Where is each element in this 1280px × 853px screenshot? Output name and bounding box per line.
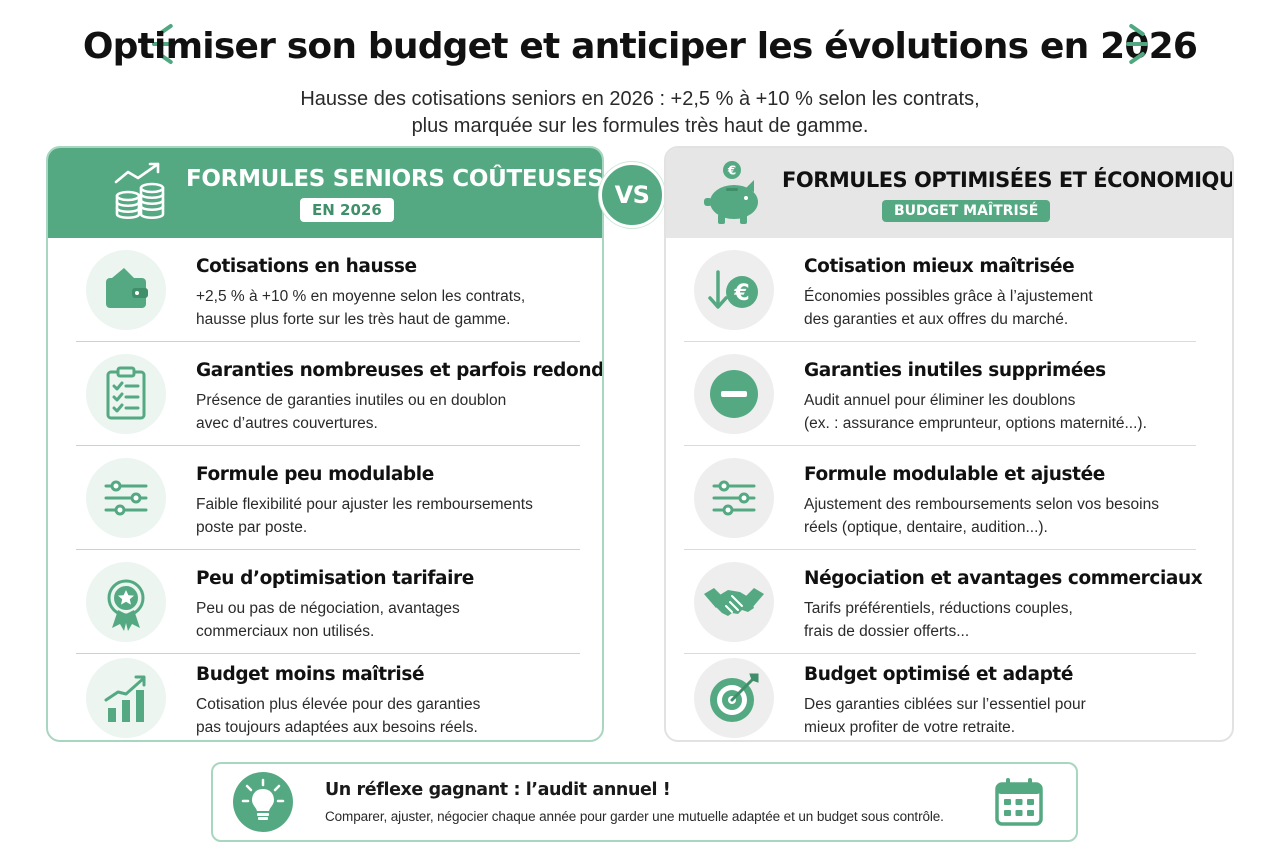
item-description: +2,5 % à +10 % en moyenne selon les cont… — [196, 285, 596, 331]
callout-title: Un réflexe gagnant : l’audit annuel ! — [325, 780, 671, 800]
item-title: Négociation et avantages commerciaux — [804, 568, 1203, 589]
award-ribbon-icon — [86, 562, 166, 642]
costly-panel-header: FORMULES SENIORS COÛTEUSES EN 2026 — [48, 148, 602, 238]
item-title: Cotisation mieux maîtrisée — [804, 256, 1075, 277]
item-description-line: Cotisation plus élevée pour des garantie… — [196, 696, 481, 713]
list-item: Cotisations en hausse +2,5 % à +10 % en … — [76, 238, 580, 342]
item-description: Des garanties ciblées sur l’essentiel po… — [804, 693, 1204, 739]
vs-badge: VS — [599, 162, 665, 228]
item-description: Ajustement des remboursements selon vos … — [804, 493, 1204, 539]
item-title: Garanties inutiles supprimées — [804, 360, 1106, 381]
item-description: Faible flexibilité pour ajuster les remb… — [196, 493, 596, 539]
item-description: Économies possibles grâce à l’ajustement… — [804, 285, 1204, 331]
optimized-panel-header: € FORMULES OPTIMISÉES ET ÉCONOMIQUES BUD… — [666, 148, 1232, 238]
item-description-line: frais de dossier offerts... — [804, 623, 970, 640]
optimized-formulas-panel: € FORMULES OPTIMISÉES ET ÉCONOMIQUES BUD… — [664, 146, 1234, 742]
item-description: Peu ou pas de négociation, avantages com… — [196, 597, 596, 643]
item-title: Budget moins maîtrisé — [196, 664, 425, 685]
list-item: Garanties inutiles supprimées Audit annu… — [684, 342, 1196, 446]
list-item: Budget optimisé et adapté Des garanties … — [684, 646, 1196, 740]
item-description-line: Présence de garanties inutiles ou en dou… — [196, 392, 507, 409]
item-title: Formule peu modulable — [196, 464, 434, 485]
item-description-line: commerciaux non utilisés. — [196, 623, 375, 640]
page-subtitle: Hausse des cotisations seniors en 2026 :… — [0, 86, 1280, 140]
checklist-icon — [86, 354, 166, 434]
optimized-panel-badge: BUDGET MAÎTRISÉ — [882, 200, 1051, 222]
euro-down-icon: € — [694, 250, 774, 330]
item-description: Cotisation plus élevée pour des garantie… — [196, 693, 596, 739]
item-title: Garanties nombreuses et parfois redondan… — [196, 360, 604, 381]
costly-formulas-panel: FORMULES SENIORS COÛTEUSES EN 2026 Cotis… — [46, 146, 604, 742]
item-description-line: réels (optique, dentaire, audition...). — [804, 519, 1048, 536]
subtitle-line-2: plus marquée sur les formules très haut … — [411, 115, 869, 137]
item-title: Cotisations en hausse — [196, 256, 417, 277]
costly-panel-title: FORMULES SENIORS COÛTEUSES — [186, 166, 604, 192]
list-item: Garanties nombreuses et parfois redondan… — [76, 342, 602, 446]
coins-growth-icon — [112, 160, 168, 227]
item-description-line: Ajustement des remboursements selon vos … — [804, 496, 1159, 513]
item-description-line: mieux profiter de votre retraite. — [804, 719, 1016, 736]
item-description-line: pas toujours adaptées aux besoins réels. — [196, 719, 478, 736]
item-description-line: Tarifs préférentiels, réductions couples… — [804, 600, 1073, 617]
list-item: Négociation et avantages commerciaux Tar… — [684, 550, 1203, 654]
item-title: Formule modulable et ajustée — [804, 464, 1105, 485]
svg-text:€: € — [727, 164, 736, 178]
item-description-line: Des garanties ciblées sur l’essentiel po… — [804, 696, 1086, 713]
list-item: € Cotisation mieux maîtrisée Économies p… — [684, 238, 1196, 342]
page-title: Optimiser son budget et anticiper les év… — [82, 26, 1198, 67]
calendar-icon — [993, 776, 1045, 833]
annual-audit-callout: Un réflexe gagnant : l’audit annuel ! Co… — [211, 762, 1078, 842]
item-title: Peu d’optimisation tarifaire — [196, 568, 474, 589]
item-description-line: (ex. : assurance emprunteur, options mat… — [804, 415, 1147, 432]
item-description-line: poste par poste. — [196, 519, 308, 536]
item-description: Audit annuel pour éliminer les doublons … — [804, 389, 1204, 435]
item-title: Budget optimisé et adapté — [804, 664, 1074, 685]
item-description-line: +2,5 % à +10 % en moyenne selon les cont… — [196, 288, 526, 305]
list-item: Budget moins maîtrisé Cotisation plus él… — [76, 646, 580, 740]
item-description-line: Audit annuel pour éliminer les doublons — [804, 392, 1076, 409]
item-description-line: hausse plus forte sur les très haut de g… — [196, 311, 511, 328]
item-description: Présence de garanties inutiles ou en dou… — [196, 389, 596, 435]
rising-bars-icon — [86, 658, 166, 738]
sliders-icon — [694, 458, 774, 538]
callout-text: Comparer, ajuster, négocier chaque année… — [325, 809, 944, 824]
list-item: Peu d’optimisation tarifaire Peu ou pas … — [76, 550, 580, 654]
list-item: Formule peu modulable Faible flexibilité… — [76, 446, 580, 550]
item-description-line: Faible flexibilité pour ajuster les remb… — [196, 496, 533, 513]
item-description-line: des garanties et aux offres du marché. — [804, 311, 1069, 328]
item-description-line: Économies possibles grâce à l’ajustement — [804, 288, 1093, 305]
costly-panel-badge: EN 2026 — [300, 198, 394, 222]
optimized-panel-title: FORMULES OPTIMISÉES ET ÉCONOMIQUES — [782, 168, 1234, 192]
lightbulb-icon — [233, 772, 293, 832]
item-description: Tarifs préférentiels, réductions couples… — [804, 597, 1204, 643]
item-description-line: Peu ou pas de négociation, avantages — [196, 600, 460, 617]
subtitle-line-1: Hausse des cotisations seniors en 2026 :… — [300, 88, 980, 110]
sliders-icon — [86, 458, 166, 538]
wallet-icon — [86, 250, 166, 330]
piggy-bank-icon: € — [702, 158, 768, 231]
svg-text:€: € — [733, 281, 749, 306]
minus-circle-icon — [694, 354, 774, 434]
item-description-line: avec d’autres couvertures. — [196, 415, 378, 432]
target-icon — [694, 658, 774, 738]
handshake-icon — [694, 562, 774, 642]
list-item: Formule modulable et ajustée Ajustement … — [684, 446, 1196, 550]
